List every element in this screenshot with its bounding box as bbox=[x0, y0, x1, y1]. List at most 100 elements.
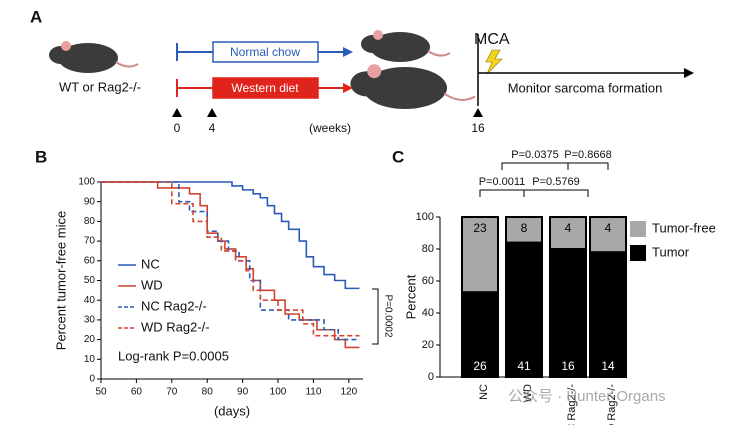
x-tick-label: NC Rag2-/- bbox=[566, 384, 578, 425]
bar-segment bbox=[589, 251, 627, 378]
mouse-ear bbox=[367, 64, 382, 79]
y-tick-label: 100 bbox=[416, 211, 434, 223]
y-tick-label: 0 bbox=[428, 371, 434, 383]
x-tick-label: 110 bbox=[305, 387, 321, 398]
comparison-bracket bbox=[479, 189, 525, 197]
x-tick-label: 50 bbox=[95, 387, 107, 398]
x-tick-label: 100 bbox=[270, 387, 287, 398]
count-label: 41 bbox=[517, 359, 531, 373]
x-tick-label: WD bbox=[522, 384, 534, 402]
time-label: 0 bbox=[174, 121, 181, 135]
legend-label: WD bbox=[141, 277, 163, 292]
bar-segment bbox=[549, 216, 587, 250]
x-axis-title: (days) bbox=[214, 403, 250, 418]
comparison-label: P=0.0375 bbox=[511, 149, 558, 161]
mouse-tail bbox=[427, 50, 451, 57]
count-label: 4 bbox=[605, 221, 612, 235]
count-label: 26 bbox=[473, 359, 487, 373]
y-tick-label: 40 bbox=[84, 295, 96, 306]
panel-label: C bbox=[392, 147, 404, 166]
arm-box bbox=[212, 77, 319, 99]
legend-label: NC Rag2-/- bbox=[141, 298, 207, 313]
y-axis-title: Percent tumor-free mice bbox=[53, 211, 68, 350]
bar-segment bbox=[549, 248, 587, 378]
significance-bracket bbox=[372, 288, 379, 345]
y-tick-label: 80 bbox=[84, 216, 96, 227]
x-tick-label: 70 bbox=[166, 387, 178, 398]
survival-curve bbox=[101, 181, 360, 341]
x-tick-label: WD Rag2-/- bbox=[606, 384, 618, 425]
legend-label: Tumor-free bbox=[652, 220, 716, 235]
arm-label: Normal chow bbox=[230, 45, 300, 59]
mouse-tail bbox=[443, 92, 476, 101]
bar-segment bbox=[505, 216, 543, 244]
monitor-arrow-head bbox=[684, 68, 694, 78]
x-tick-label: 120 bbox=[340, 387, 357, 398]
arm-box bbox=[212, 41, 319, 63]
bar-segment bbox=[461, 216, 499, 294]
time-marker bbox=[207, 108, 217, 117]
arm-arrow bbox=[343, 47, 353, 57]
bar-segment bbox=[589, 216, 627, 254]
y-tick-label: 0 bbox=[89, 374, 95, 385]
time-label: 16 bbox=[471, 121, 485, 135]
y-tick-label: 20 bbox=[422, 339, 434, 351]
lightning bbox=[485, 49, 503, 75]
y-tick-label: 60 bbox=[84, 255, 96, 266]
strain-label: WT or Rag2-/- bbox=[59, 79, 141, 94]
comparison-bracket bbox=[523, 189, 589, 197]
y-tick-label: 50 bbox=[84, 275, 96, 286]
legend-label: Tumor bbox=[652, 244, 690, 259]
count-label: 16 bbox=[561, 359, 575, 373]
count-label: 14 bbox=[601, 359, 615, 373]
x-tick-label: 90 bbox=[237, 387, 249, 398]
mouse-body bbox=[363, 67, 447, 109]
y-tick-label: 60 bbox=[422, 275, 434, 287]
count-label: 4 bbox=[565, 221, 572, 235]
mouse-ear bbox=[373, 30, 383, 40]
mouse-body bbox=[370, 32, 430, 62]
x-tick-label: 60 bbox=[131, 387, 143, 398]
survival-curve bbox=[101, 181, 360, 337]
annotation: P=0.0002 bbox=[382, 294, 393, 338]
arm-label: Western diet bbox=[231, 81, 299, 95]
y-tick-label: 40 bbox=[422, 307, 434, 319]
panel-label: A bbox=[30, 7, 42, 26]
bar-segment bbox=[505, 241, 543, 378]
count-label: 8 bbox=[521, 221, 528, 235]
count-label: 23 bbox=[473, 221, 487, 235]
survival-curve bbox=[101, 181, 360, 290]
y-axis-title: Percent bbox=[403, 274, 418, 319]
y-tick-label: 10 bbox=[84, 354, 96, 365]
annotation: Log-rank P=0.0005 bbox=[118, 348, 229, 363]
watermark: 公众号 · Hunter-Organs bbox=[508, 388, 666, 405]
legend-label: WD Rag2-/- bbox=[141, 319, 210, 334]
bar-segment bbox=[461, 291, 499, 379]
comparison-label: P=0.5769 bbox=[532, 176, 579, 188]
mouse-ear bbox=[61, 41, 71, 51]
treatment-label: MCA bbox=[474, 31, 510, 48]
x-tick-label: NC bbox=[478, 384, 490, 400]
y-tick-label: 90 bbox=[84, 196, 96, 207]
x-tick-label: 80 bbox=[202, 387, 214, 398]
survival-curve bbox=[101, 181, 360, 349]
y-tick-label: 80 bbox=[422, 243, 434, 255]
comparison-label: P=0.0011 bbox=[479, 176, 526, 188]
mouse-tail bbox=[115, 61, 139, 68]
legend-swatch bbox=[630, 221, 646, 237]
comparison-label: P=0.8668 bbox=[564, 149, 611, 161]
arm-arrow bbox=[343, 83, 353, 93]
comparison-bracket bbox=[501, 162, 569, 170]
readout-label: Monitor sarcoma formation bbox=[508, 80, 663, 95]
time-marker bbox=[473, 108, 483, 117]
y-tick-label: 70 bbox=[84, 236, 96, 247]
comparison-bracket bbox=[567, 162, 609, 170]
time-label: 4 bbox=[209, 121, 216, 135]
time-marker bbox=[172, 108, 182, 117]
legend-label: NC bbox=[141, 256, 160, 271]
panel-label: B bbox=[35, 147, 47, 166]
y-tick-label: 30 bbox=[84, 315, 96, 326]
legend-swatch bbox=[630, 245, 646, 261]
mouse-body bbox=[58, 43, 118, 73]
